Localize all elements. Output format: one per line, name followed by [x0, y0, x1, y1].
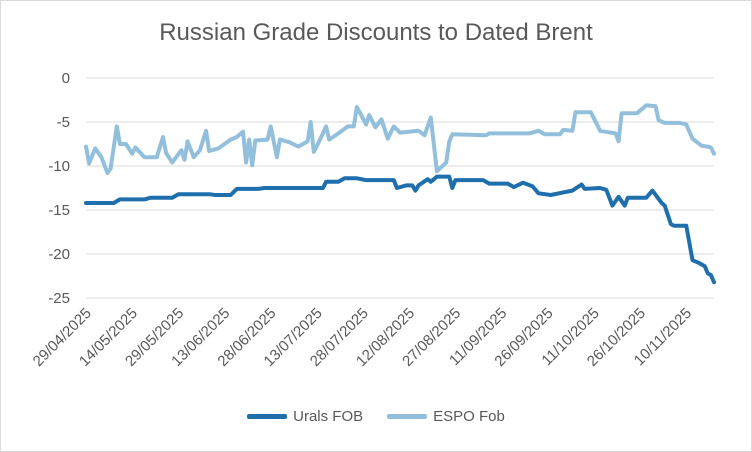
y-tick-label: -10	[48, 158, 70, 175]
y-tick-label: -15	[48, 202, 70, 219]
series-line-espo-fob	[84, 103, 716, 175]
legend-label-urals: Urals FOB	[293, 408, 364, 425]
gridlines	[86, 77, 714, 299]
y-tick-label: 0	[62, 70, 70, 87]
y-axis: 0 -5 -10 -15 -20 -25	[48, 70, 70, 307]
chart-title: Russian Grade Discounts to Dated Brent	[159, 19, 593, 46]
legend-label-espo: ESPO Fob	[433, 408, 505, 425]
x-axis: 29/04/202514/05/202529/05/202513/06/2025…	[30, 305, 695, 370]
legend-item-espo: ESPO Fob	[387, 408, 505, 425]
y-tick-label: -5	[57, 114, 70, 131]
series-lines	[84, 103, 716, 285]
legend-swatch-urals	[247, 414, 288, 419]
y-tick-label: -25	[48, 290, 70, 307]
series-line-urals-fob	[84, 174, 716, 285]
legend-item-urals: Urals FOB	[247, 408, 363, 425]
legend: Urals FOB ESPO Fob	[0, 408, 752, 425]
legend-swatch-espo	[387, 414, 428, 419]
y-tick-label: -20	[48, 246, 70, 263]
